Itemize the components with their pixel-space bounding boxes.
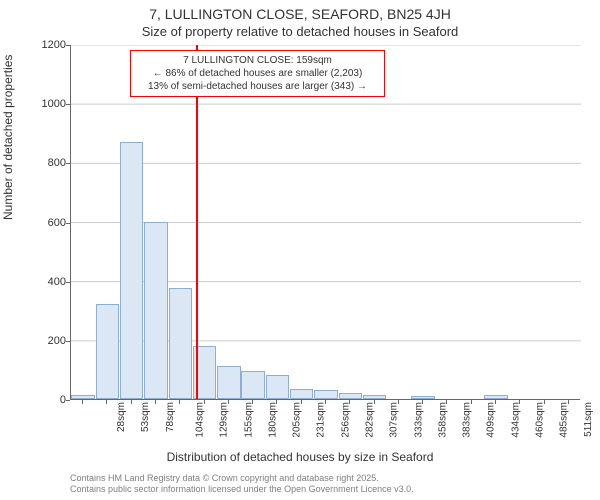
footer-line-2: Contains public sector information licen… (70, 484, 414, 496)
footer-attribution: Contains HM Land Registry data © Crown c… (70, 473, 414, 496)
annotation-box: 7 LULLINGTON CLOSE: 159sqm ← 86% of deta… (130, 50, 385, 97)
xtick-mark (349, 400, 350, 404)
xtick-mark (82, 400, 83, 404)
histogram-bar (144, 222, 167, 400)
chart-title-line1: 7, LULLINGTON CLOSE, SEAFORD, BN25 4JH (0, 6, 600, 22)
xtick-label: 155sqm (243, 402, 254, 438)
xtick-mark (325, 400, 326, 404)
xtick-label: 129sqm (219, 402, 230, 438)
annotation-line-0: 7 LULLINGTON CLOSE: 159sqm (137, 54, 378, 67)
xtick-label: 358sqm (437, 402, 448, 438)
histogram-bar (339, 393, 362, 399)
histogram-bar (71, 395, 94, 399)
xtick-mark (204, 400, 205, 404)
xtick-label: 78sqm (165, 402, 176, 432)
xtick-mark (252, 400, 253, 404)
ytick-label: 1200 (26, 39, 66, 51)
ytick-label: 0 (26, 394, 66, 406)
xtick-label: 231sqm (316, 402, 327, 438)
histogram-bar (411, 396, 434, 399)
xtick-label: 180sqm (267, 402, 278, 438)
histogram-bar (266, 375, 289, 399)
ytick-mark (66, 163, 70, 164)
histogram-bar (314, 390, 337, 399)
xtick-mark (568, 400, 569, 404)
xtick-label: 383sqm (462, 402, 473, 438)
xtick-label: 511sqm (582, 402, 593, 437)
xtick-mark (228, 400, 229, 404)
xtick-mark (544, 400, 545, 404)
ytick-mark (66, 400, 70, 401)
xtick-mark (422, 400, 423, 404)
ytick-mark (66, 45, 70, 46)
ytick-label: 400 (26, 276, 66, 288)
xtick-label: 282sqm (365, 402, 376, 438)
histogram-bar (290, 389, 313, 399)
footer-line-1: Contains HM Land Registry data © Crown c… (70, 473, 414, 485)
histogram-bar (120, 142, 143, 399)
histogram-bar (169, 288, 192, 399)
ytick-label: 200 (26, 335, 66, 347)
ytick-mark (66, 341, 70, 342)
histogram-bar (363, 395, 386, 399)
xtick-mark (106, 400, 107, 404)
xtick-label: 205sqm (292, 402, 303, 438)
histogram-bar (217, 366, 240, 399)
xtick-label: 333sqm (413, 402, 424, 438)
annotation-line-1: ← 86% of detached houses are smaller (2,… (137, 67, 378, 80)
ytick-label: 800 (26, 157, 66, 169)
xtick-mark (446, 400, 447, 404)
xtick-mark (276, 400, 277, 404)
xtick-mark (179, 400, 180, 404)
histogram-bar (241, 371, 264, 399)
annotation-line-2: 13% of semi-detached houses are larger (… (137, 80, 378, 93)
xtick-label: 28sqm (116, 402, 127, 432)
xtick-label: 485sqm (559, 402, 570, 438)
xtick-label: 53sqm (140, 402, 151, 432)
ytick-label: 600 (26, 217, 66, 229)
histogram-chart: 7, LULLINGTON CLOSE, SEAFORD, BN25 4JH S… (0, 0, 600, 500)
xtick-mark (155, 400, 156, 404)
xtick-label: 307sqm (389, 402, 400, 438)
ytick-mark (66, 282, 70, 283)
bars-layer (71, 45, 580, 399)
reference-line (196, 45, 198, 399)
xtick-mark (131, 400, 132, 404)
xtick-label: 104sqm (195, 402, 206, 438)
plot-area (70, 45, 580, 400)
histogram-bar (96, 304, 119, 399)
xtick-mark (471, 400, 472, 404)
xtick-mark (495, 400, 496, 404)
xtick-mark (519, 400, 520, 404)
xtick-label: 460sqm (535, 402, 546, 438)
y-axis-label: Number of detached properties (1, 55, 15, 220)
x-axis-label: Distribution of detached houses by size … (0, 450, 600, 464)
histogram-bar (484, 395, 507, 399)
xtick-label: 434sqm (510, 402, 521, 438)
ytick-mark (66, 104, 70, 105)
xtick-mark (398, 400, 399, 404)
chart-title-line2: Size of property relative to detached ho… (0, 24, 600, 39)
ytick-mark (66, 223, 70, 224)
xtick-label: 409sqm (486, 402, 497, 438)
ytick-label: 1000 (26, 98, 66, 110)
xtick-label: 256sqm (340, 402, 351, 438)
xtick-mark (374, 400, 375, 404)
xtick-mark (301, 400, 302, 404)
